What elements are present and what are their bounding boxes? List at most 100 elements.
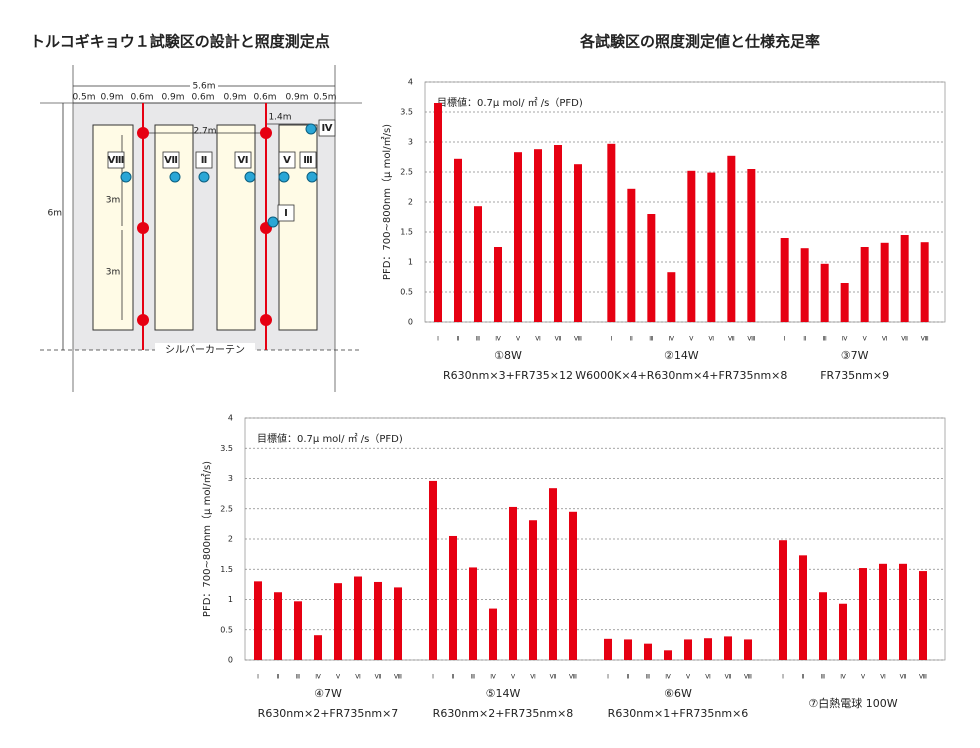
bar [647,214,656,322]
lamp [260,314,272,326]
dimension-label: 1.4m [268,113,291,123]
bar [779,540,787,660]
group-label: ①8W [494,349,522,362]
point-box [318,119,336,137]
x-tick-label: Ⅱ [627,674,630,681]
x-tick-label: Ⅵ [880,674,886,681]
bar [454,158,462,322]
y-tick-label: 2 [408,198,413,207]
x-tick-label: Ⅷ [919,674,927,681]
group-spec: FR735nm×9 [820,369,889,382]
x-tick-label: Ⅵ [709,336,715,343]
bar [354,576,362,660]
point-label: Ⅴ [283,155,291,166]
group-spec: W6000K×4+R630nm×4+FR735nm×8 [575,369,787,382]
x-tick-label: Ⅴ [516,336,521,343]
bar [574,164,582,322]
bar [704,638,712,660]
y-tick-label: 1.5 [220,565,233,574]
x-tick-label: Ⅰ [784,336,786,343]
y-tick-label: 3.5 [220,444,233,453]
y-tick-label: 0 [408,318,413,327]
bar [687,170,696,322]
y-axis-label: PFD：700~800nm（μ mol/㎡/s) [201,461,213,617]
bar [724,636,732,660]
bar [627,188,636,322]
bar [839,603,847,660]
point-box [299,151,317,169]
dimension-label: 0.5m [72,93,95,103]
x-tick-label: Ⅴ [861,674,866,681]
bar [469,567,477,660]
y-tick-label: 0.5 [400,288,413,297]
x-tick-label: Ⅴ [686,674,691,681]
x-tick-label: Ⅲ [476,336,480,343]
bar [394,587,402,660]
label-bg [155,343,255,357]
x-tick-label: Ⅱ [457,336,460,343]
bar [474,206,482,322]
point-box [277,204,295,222]
x-tick-label: Ⅴ [689,336,694,343]
x-tick-label: Ⅵ [705,674,711,681]
dimension-label: 0.9m [285,93,308,103]
bar [707,172,716,322]
bar [607,143,616,322]
bar [554,145,562,322]
point-label: Ⅳ [322,123,333,134]
curtain-label: シルバーカーテン [165,344,245,356]
measure-point [120,171,132,183]
x-tick-label: Ⅵ [355,674,361,681]
x-tick-label: Ⅱ [452,674,455,681]
bar [604,638,612,660]
bar [429,480,437,660]
dimension-label: 3m [106,268,121,278]
x-tick-label: Ⅳ [490,674,496,681]
bar [489,608,497,660]
dimension-label: 0.6m [253,93,276,103]
x-tick-label: Ⅱ [802,674,805,681]
x-tick-label: Ⅲ [823,336,827,343]
x-tick-label: Ⅰ [437,336,439,343]
chart-title: 各試験区の照度測定値と仕様充足率 [579,33,820,51]
y-tick-label: 3 [408,138,413,147]
x-tick-label: Ⅴ [511,674,516,681]
bar [529,520,537,660]
y-tick-label: 3.5 [400,108,413,117]
measure-point [267,216,279,228]
dimension-label: 5.6m [192,82,215,92]
bar [860,247,869,322]
dimension-label: 0.6m [191,93,214,103]
annotation: 目標値：0.7μ mol/ ㎡ /s（PFD) [257,432,403,445]
bar [514,152,522,322]
y-tick-label: 1 [228,595,233,604]
y-tick-label: 1 [408,258,413,267]
diagram-title: トルコギキョウ１試験区の設計と照度測定点 [30,33,330,51]
y-tick-label: 4 [408,78,413,87]
point-label: Ⅱ [201,155,208,166]
x-tick-label: Ⅴ [336,674,341,681]
bar [800,248,809,322]
bar [274,592,282,660]
y-tick-label: 2.5 [400,168,413,177]
dimension-label: 6m [48,209,63,219]
bar [254,581,262,660]
x-tick-label: Ⅲ [821,674,825,681]
x-tick-label: Ⅰ [607,674,609,681]
bar [920,242,929,322]
x-tick-label: Ⅱ [803,336,806,343]
x-tick-label: Ⅶ [550,674,557,681]
bar [859,568,867,660]
measure-point [198,171,210,183]
y-tick-label: 0 [228,656,233,665]
y-tick-label: 4 [228,414,233,423]
x-tick-label: Ⅷ [574,336,582,343]
bar [667,272,676,322]
x-tick-label: Ⅳ [842,336,848,343]
x-tick-label: Ⅳ [315,674,321,681]
x-tick-label: Ⅳ [665,674,671,681]
group-label: ⑥6W [664,687,692,700]
x-tick-label: Ⅳ [669,336,675,343]
x-tick-label: Ⅵ [535,336,541,343]
